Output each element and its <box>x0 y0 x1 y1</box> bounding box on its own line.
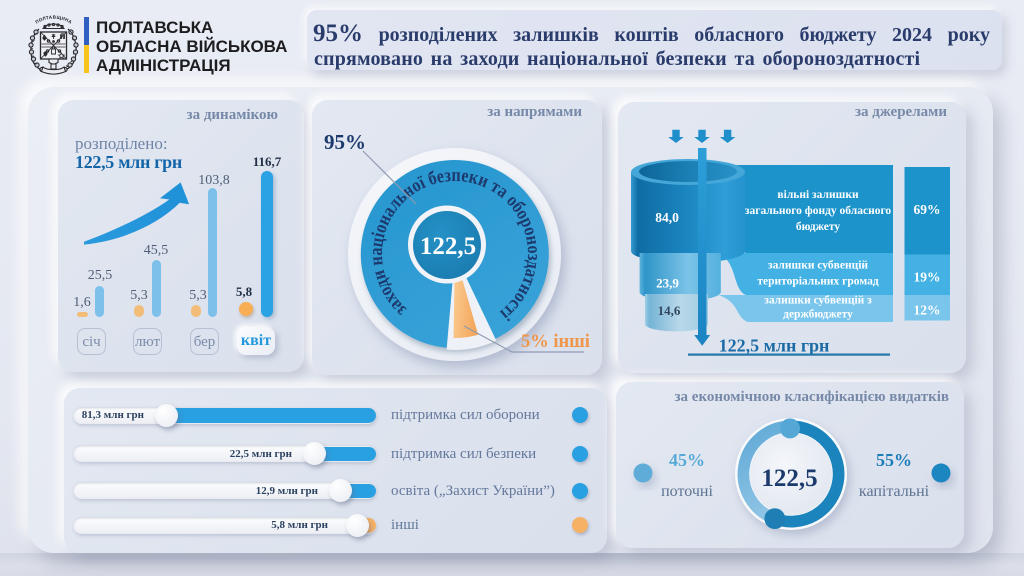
svg-text:територіальних громад: територіальних громад <box>757 276 879 288</box>
svg-text:залишки субвенцій: залишки субвенцій <box>768 260 868 272</box>
svg-text:122,5: 122,5 <box>420 233 476 260</box>
svg-text:23,9: 23,9 <box>656 276 679 291</box>
svg-text:95%: 95% <box>324 130 366 154</box>
svg-text:14,6: 14,6 <box>658 303 681 318</box>
svg-text:122,5: 122,5 <box>761 465 817 492</box>
svg-text:капітальні: капітальні <box>859 483 930 500</box>
svg-text:поточні: поточні <box>661 483 713 500</box>
svg-text:держбюджету: держбюджету <box>783 309 853 321</box>
svg-text:12%: 12% <box>914 303 941 318</box>
svg-text:45%: 45% <box>669 450 705 470</box>
svg-text:55%: 55% <box>876 450 912 470</box>
svg-text:69%: 69% <box>914 202 941 217</box>
svg-text:84,0: 84,0 <box>655 210 679 225</box>
svg-text:19%: 19% <box>914 270 941 285</box>
svg-text:загального фонду обласного: загального фонду обласного <box>745 205 892 217</box>
svg-text:залишки субвенцій з: залишки субвенцій з <box>764 295 872 307</box>
svg-text:5% інші: 5% інші <box>521 332 590 352</box>
svg-text:вільні залишки: вільні залишки <box>777 189 859 201</box>
svg-text:122,5 млн грн: 122,5 млн грн <box>719 336 830 356</box>
svg-text:бюджету: бюджету <box>796 221 840 233</box>
